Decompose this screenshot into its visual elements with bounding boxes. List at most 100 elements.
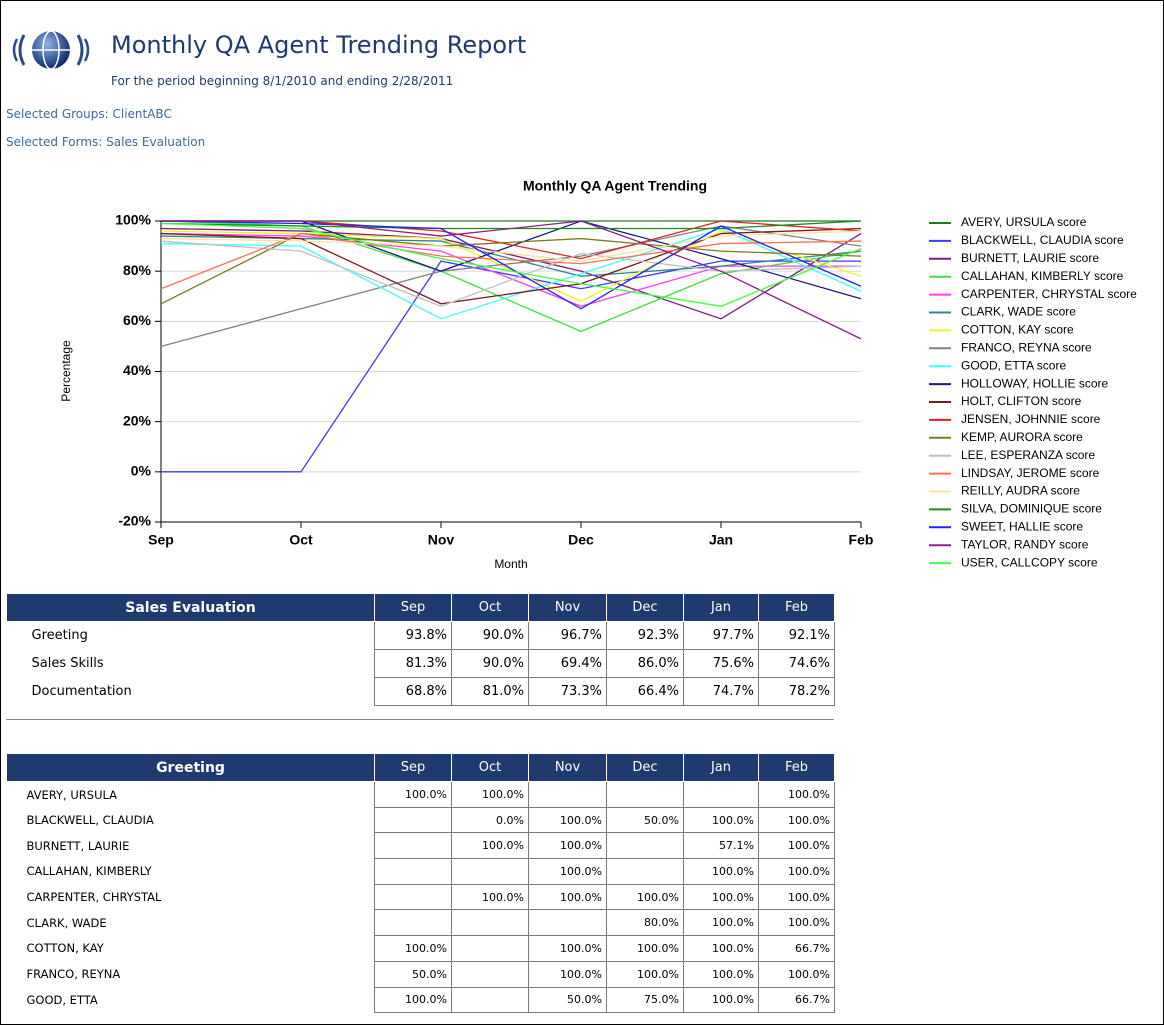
score-cell: 100.0% [683, 935, 759, 962]
legend-label: CALLAHAN, KIMBERLY score [961, 269, 1124, 283]
y-tick-label: 40% [123, 362, 152, 378]
selected-groups: Selected Groups: ClientABC [6, 107, 172, 121]
score-cell: 100.0% [758, 960, 835, 988]
x-tick-label: Sep [148, 532, 174, 548]
legend-label: FRANCO, REYNA score [961, 340, 1092, 354]
series-line [160, 240, 862, 307]
legend-label: CARPENTER, CHRYSTAL score [961, 287, 1137, 301]
score-cell: 100.0% [606, 935, 684, 962]
score-table: Sales Evaluation Sep Oct Nov Dec Jan Feb Greeti… [6, 593, 835, 706]
score-cell: 100.0% [606, 883, 684, 911]
score-cell: 75.6% [683, 649, 759, 678]
score-cell: 78.2% [758, 677, 835, 706]
y-tick-label: 80% [123, 262, 152, 278]
row-label: COTTON, KAY [26, 941, 104, 956]
score-cell: 100.0% [606, 960, 684, 988]
score-cell [374, 832, 452, 860]
score-cell: 100.0% [528, 960, 607, 988]
legend-label: AVERY, URSULA score [961, 215, 1087, 229]
score-cell: 73.3% [528, 677, 607, 706]
legend-label: LINDSAY, JEROME score [961, 466, 1100, 480]
score-cell: 74.6% [758, 649, 835, 678]
score-cell [451, 986, 529, 1014]
score-cell: 90.0% [451, 621, 529, 650]
column-header: Nov [528, 593, 607, 622]
score-cell: 66.7% [758, 935, 835, 962]
score-cell: 100.0% [758, 858, 835, 885]
row-label: AVERY, URSULA [26, 787, 118, 802]
score-cell: 100.0% [683, 858, 759, 885]
legend-label: HOLT, CLIFTON score [961, 394, 1082, 408]
y-tick-label: 20% [123, 412, 152, 428]
series-line [160, 227, 862, 320]
y-tick-label: -20% [118, 513, 151, 529]
legend-label: SILVA, DOMINIQUE score [961, 502, 1102, 516]
score-cell [528, 781, 607, 808]
series-line [161, 260, 861, 473]
column-header: Feb [758, 753, 835, 782]
row-label: CARPENTER, CHRYSTAL [26, 890, 162, 905]
score-cell: 100.0% [758, 883, 835, 911]
logo [12, 30, 90, 70]
score-cell: 100.0% [758, 909, 835, 937]
score-cell: 100.0% [451, 832, 529, 860]
series-line [160, 232, 862, 290]
score-cell: 90.0% [451, 649, 529, 678]
score-cell: 57.1% [683, 832, 759, 860]
column-header: Jan [683, 593, 759, 622]
score-cell: 100.0% [374, 935, 452, 962]
series-line [160, 232, 861, 307]
score-cell: 0.0% [451, 806, 529, 834]
score-cell: 96.7% [528, 621, 607, 650]
score-cell: 50.0% [374, 960, 452, 988]
score-cell: 68.8% [374, 677, 452, 706]
score-cell: 66.4% [606, 677, 684, 706]
row-label: FRANCO, REYNA [26, 967, 121, 982]
legend-label: BURNETT, LAURIE score [961, 251, 1099, 265]
score-cell [374, 858, 452, 885]
series-line [160, 230, 862, 262]
legend-label: CLARK, WADE score [961, 305, 1076, 319]
x-axis-label: Month [494, 557, 527, 571]
score-cell [451, 935, 529, 962]
row-label: Documentation [31, 684, 132, 699]
score-cell [374, 806, 452, 834]
score-cell: 66.7% [758, 986, 835, 1014]
row-label: GOOD, ETTA [26, 992, 98, 1007]
score-cell: 100.0% [528, 935, 607, 962]
score-cell: 93.8% [374, 621, 452, 650]
column-header: Greeting [6, 753, 375, 782]
score-cell: 75.0% [606, 986, 684, 1014]
x-tick-label: Feb [849, 532, 874, 548]
chart-title: Monthly QA Agent Trending [523, 178, 707, 194]
score-cell [606, 781, 684, 808]
y-tick-label: 100% [115, 212, 151, 228]
y-tick-label: 0% [131, 463, 152, 479]
series-line [160, 222, 862, 307]
score-cell: 97.7% [683, 621, 759, 650]
score-cell: 50.0% [606, 806, 684, 834]
column-header: Oct [451, 753, 529, 782]
score-cell: 100.0% [683, 960, 759, 988]
score-cell: 100.0% [528, 806, 607, 834]
legend-label: HOLLOWAY, HOLLIE score [961, 376, 1108, 390]
score-cell [451, 909, 529, 937]
x-tick-label: Oct [289, 532, 313, 548]
score-cell: 100.0% [528, 883, 607, 911]
score-cell: 100.0% [758, 832, 835, 860]
separator [6, 719, 834, 720]
column-header: Nov [528, 753, 607, 782]
row-label: BURNETT, LAURIE [26, 838, 130, 853]
score-cell: 100.0% [683, 986, 759, 1014]
legend-label: TAYLOR, RANDY score [961, 537, 1089, 551]
legend-label: LEE, ESPERANZA score [961, 448, 1095, 462]
score-cell: 50.0% [528, 986, 607, 1014]
score-cell [683, 781, 759, 808]
column-header: Oct [451, 593, 529, 622]
row-label: Greeting [31, 628, 88, 644]
series-line [161, 220, 862, 340]
score-cell [606, 858, 684, 885]
column-header: Jan [683, 753, 759, 782]
score-cell [374, 883, 452, 911]
